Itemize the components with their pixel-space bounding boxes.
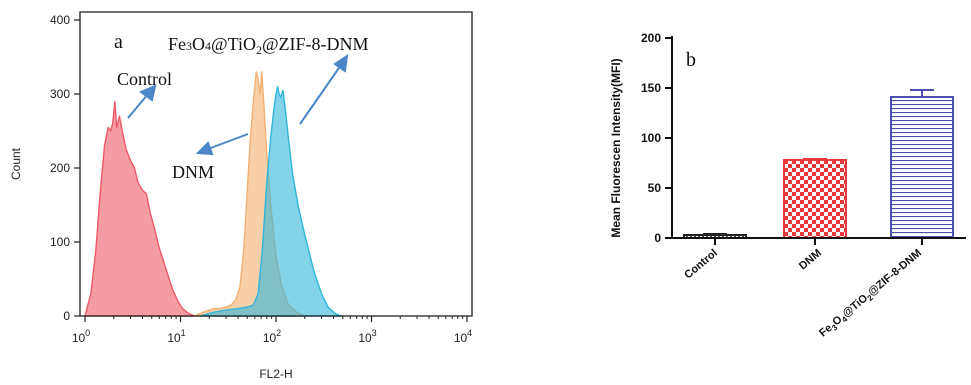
histogram-series-0: [84, 100, 196, 317]
histogram-y-ticks: 0 100 200 300 400: [50, 13, 80, 323]
bar-y-tick-label: 200: [641, 31, 661, 45]
bar-1: [783, 159, 847, 239]
histogram-x-axis-label: FL2-H: [259, 367, 292, 381]
bar-x-tick-label-control: Control: [682, 247, 720, 281]
dnm-arrow: [195, 133, 249, 156]
bar-chart-y-ticks: 0 50 100 150 200: [641, 31, 672, 245]
histogram-x-tick-label: 104: [454, 328, 472, 345]
histogram-x-ticks: 100 101 102 103 104: [72, 316, 472, 345]
dnm-annotation: DNM: [172, 162, 214, 182]
annotation-arrows: [127, 53, 349, 156]
histogram-x-tick-label: 103: [358, 328, 376, 345]
bar-2: [890, 96, 954, 239]
bar-chart-bars: [683, 89, 954, 239]
control-annotation: Control: [117, 69, 172, 89]
bar-chart-x-ticks: [714, 238, 923, 245]
bar-x-tick-label-fe3o4-tio2-zif8-dnm: Fe3O4@TiO2@ZIF-8-DNM: [817, 247, 925, 341]
histogram-y-tick-label: 300: [50, 87, 70, 101]
histogram-y-tick-label: 200: [50, 161, 70, 175]
bar-y-tick-label: 50: [648, 181, 662, 195]
histogram-y-axis-label: Count: [9, 147, 23, 180]
histogram-y-tick-label: 400: [50, 13, 70, 27]
histogram-x-tick-label: 100: [72, 328, 90, 345]
histogram-y-tick-label: 100: [50, 235, 70, 249]
histogram-areas: [84, 71, 342, 317]
bar-chart-y-axis-label: Mean Fluorescen Intensity(MFI): [609, 58, 623, 237]
histogram-x-tick-label: 101: [167, 328, 185, 345]
panel-a-label: a: [114, 31, 123, 53]
bar-y-tick-label: 150: [641, 81, 661, 95]
bar-x-tick-label-dnm: DNM: [797, 247, 824, 272]
fe3o4-tio2-zif8-dnm-annotation: Fe3O4@TiO2@ZIF-8-DNM: [168, 34, 369, 57]
bar-y-tick-label: 100: [641, 131, 661, 145]
control-arrow: [127, 84, 157, 119]
histogram-y-tick-label: 0: [63, 309, 70, 323]
histogram-x-tick-label: 102: [263, 328, 281, 345]
histogram-series-2: [199, 85, 342, 317]
panel-b-label: b: [686, 49, 696, 71]
fe3o4-arrow: [299, 53, 349, 125]
bar-y-tick-label: 0: [654, 231, 661, 245]
bar-chart-panel: 0 50 100 150 200 Mean Fluorescen Intensity(M…: [609, 31, 966, 341]
